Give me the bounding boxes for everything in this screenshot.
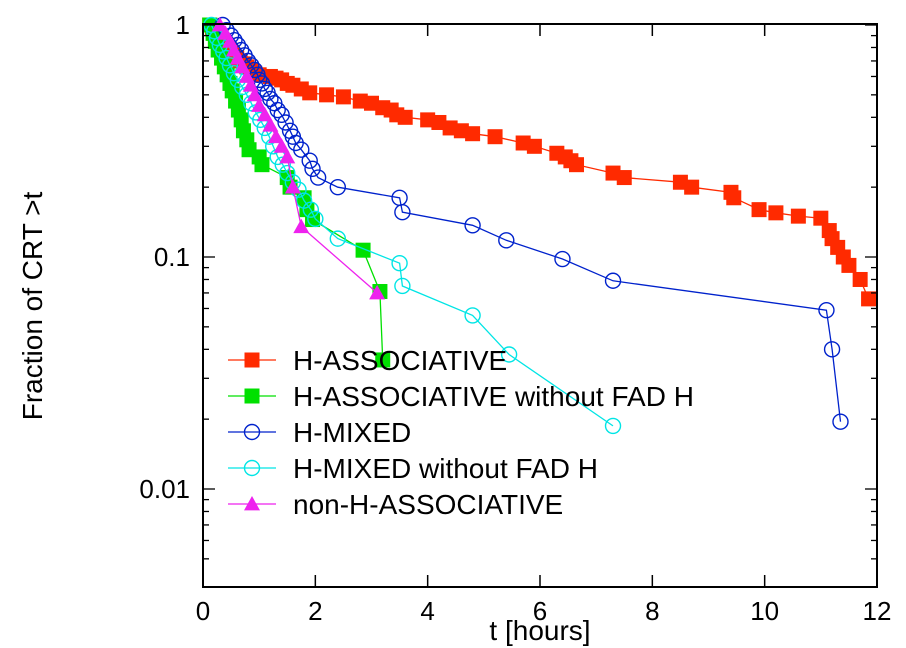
- data-point: [852, 271, 868, 287]
- data-point: [813, 210, 829, 226]
- x-tick-label: 0: [196, 596, 210, 626]
- data-point: [604, 417, 622, 435]
- data-point: [307, 210, 324, 228]
- data-point: [823, 341, 841, 358]
- series-layer: [202, 16, 877, 435]
- data-point: [526, 138, 542, 154]
- legend-label: H-ASSOCIATIVE: [293, 345, 507, 376]
- x-tick-label: 12: [863, 596, 892, 626]
- series-5: [211, 17, 386, 300]
- y-tick-label: 0.1: [154, 242, 190, 272]
- data-point: [319, 87, 335, 103]
- legend-marker: [243, 423, 261, 441]
- data-point: [375, 352, 391, 368]
- data-point: [464, 217, 481, 234]
- legend: H-ASSOCIATIVE H-ASSOCIATIVE without FAD H…: [228, 345, 694, 520]
- data-point: [302, 201, 320, 218]
- legend-marker: [244, 496, 260, 511]
- data-point: [684, 179, 700, 195]
- data-point: [465, 126, 481, 142]
- data-point: [369, 284, 386, 300]
- data-point: [262, 117, 279, 132]
- data-point: [818, 301, 835, 319]
- data-point: [832, 413, 849, 430]
- data-point: [726, 190, 742, 206]
- data-point: [284, 179, 301, 194]
- data-point: [616, 170, 632, 186]
- data-point: [256, 106, 273, 122]
- data-point: [293, 141, 310, 158]
- data-point: [751, 202, 767, 218]
- data-point: [355, 242, 371, 258]
- data-point: [301, 152, 318, 169]
- x-axis-label: t [hours]: [489, 615, 590, 646]
- data-point: [394, 277, 411, 295]
- data-point: [861, 291, 877, 307]
- data-point: [256, 80, 273, 98]
- data-point: [269, 101, 286, 119]
- data-point: [246, 86, 263, 102]
- data-point: [268, 128, 285, 144]
- x-tick-label: 6: [533, 596, 547, 626]
- data-point: [251, 97, 268, 112]
- data-point: [221, 57, 239, 74]
- x-tick-label: 8: [645, 596, 659, 626]
- legend-entry: H-MIXED: [228, 417, 411, 448]
- y-tick-labels: 0.01 0.1 1: [139, 10, 190, 504]
- data-point: [604, 272, 622, 289]
- data-point: [293, 218, 310, 234]
- data-point: [273, 106, 290, 124]
- data-point: [790, 208, 806, 224]
- data-point: [329, 230, 346, 247]
- series-1: [202, 17, 877, 307]
- data-point: [309, 169, 327, 186]
- data-point: [279, 164, 296, 182]
- axis-ticks: [202, 24, 878, 587]
- data-point: [569, 157, 585, 173]
- data-point: [464, 307, 481, 324]
- x-tick-label: 10: [750, 596, 779, 626]
- legend-marker: [244, 352, 260, 368]
- data-point: [397, 109, 413, 125]
- legend-entry: non-H-ASSOCIATIVE: [228, 489, 563, 520]
- data-point: [304, 160, 321, 177]
- data-point: [768, 205, 784, 221]
- data-point: [335, 89, 351, 105]
- y-axis-label: Fraction of CRT >t: [17, 192, 48, 421]
- legend-marker: [243, 459, 261, 477]
- y-tick-label: 0.01: [139, 474, 190, 504]
- data-point: [554, 250, 571, 268]
- data-point: [329, 178, 346, 196]
- legend-entry: H-MIXED without FAD H: [228, 453, 598, 484]
- y-tick-label: 1: [176, 10, 190, 40]
- legend-label: H-MIXED without FAD H: [293, 453, 598, 484]
- data-point: [487, 129, 503, 145]
- legend-label: H-ASSOCIATIVE without FAD H: [293, 381, 694, 412]
- series-line: [222, 24, 842, 422]
- x-tick-labels: 0 2 4 6 8 10 12: [196, 596, 892, 626]
- legend-entry: H-ASSOCIATIVE: [228, 345, 507, 376]
- legend-label: H-MIXED: [293, 417, 411, 448]
- data-point: [273, 138, 290, 153]
- data-point: [391, 255, 408, 272]
- legend-entry: H-ASSOCIATIVE without FAD H: [228, 381, 694, 412]
- x-tick-label: 2: [308, 596, 322, 626]
- data-point: [500, 346, 518, 363]
- data-point: [841, 257, 857, 273]
- data-point: [302, 85, 318, 101]
- data-point: [277, 114, 294, 131]
- legend-marker: [244, 388, 260, 404]
- legend-label: non-H-ASSOCIATIVE: [293, 489, 563, 520]
- x-tick-label: 4: [420, 596, 434, 626]
- data-point: [394, 203, 411, 221]
- data-point: [279, 148, 296, 164]
- data-point: [498, 232, 515, 249]
- data-point: [254, 157, 270, 173]
